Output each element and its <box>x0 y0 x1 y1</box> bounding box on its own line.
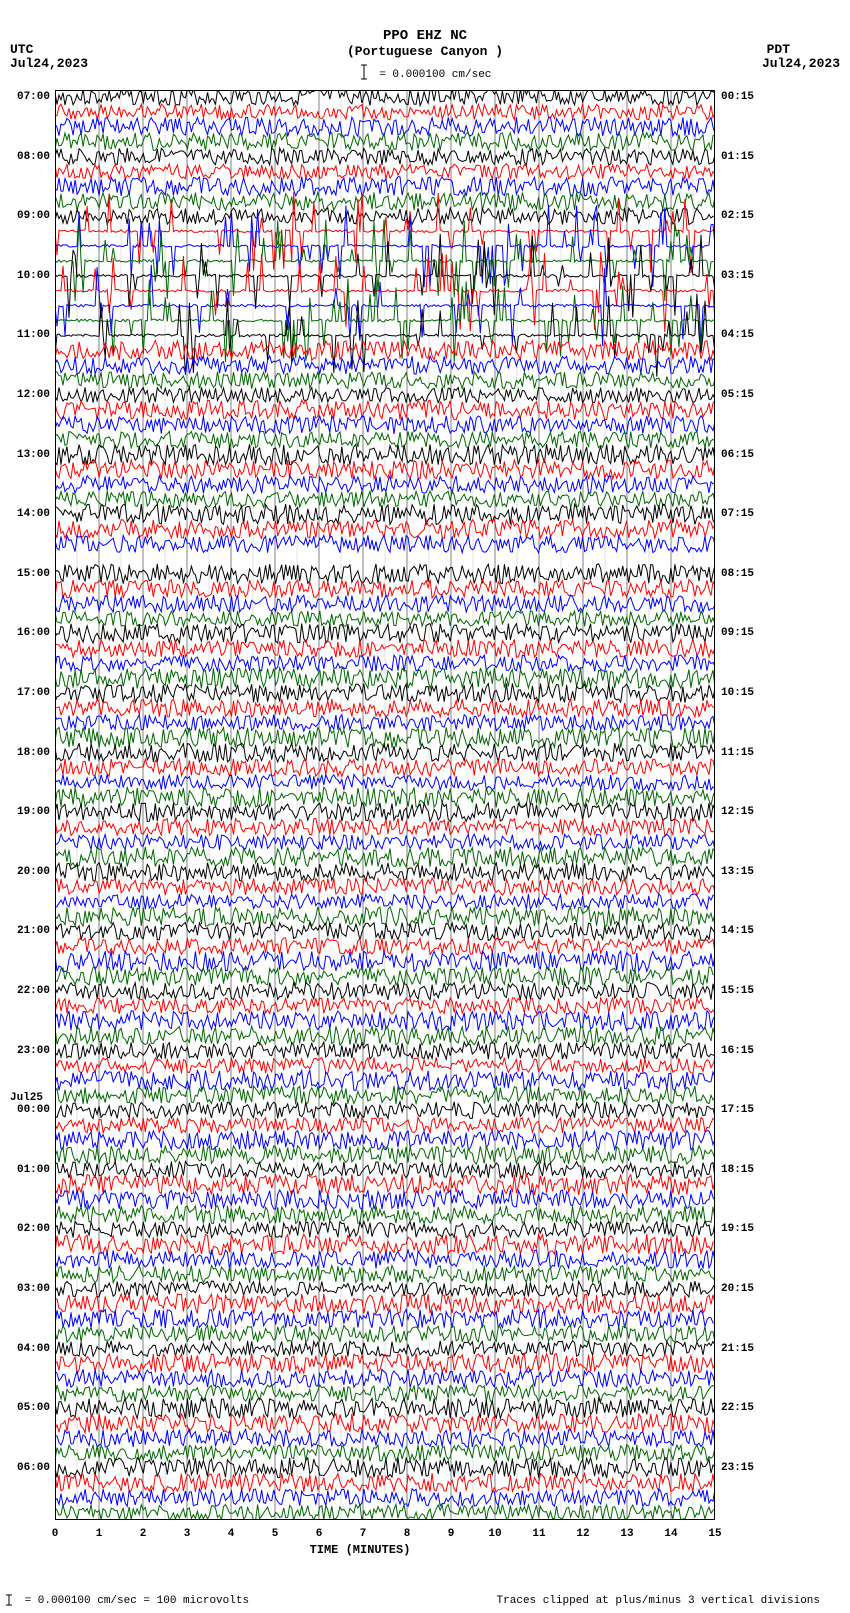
utc-time-label: 04:00 <box>6 1343 50 1355</box>
utc-time-label: 21:00 <box>6 925 50 937</box>
pdt-time-label: 11:15 <box>721 747 771 759</box>
footer-scale-note: = 0.000100 cm/sec = 100 microvolts <box>4 1594 249 1607</box>
footer-clip-note: Traces clipped at plus/minus 3 vertical … <box>497 1595 820 1607</box>
pdt-time-label: 22:15 <box>721 1402 771 1414</box>
xaxis-tick: 15 <box>705 1528 725 1540</box>
xaxis-tick: 12 <box>573 1528 593 1540</box>
xaxis-tick: 4 <box>221 1528 241 1540</box>
utc-time-label: 05:00 <box>6 1402 50 1414</box>
pdt-time-label: 19:15 <box>721 1223 771 1235</box>
utc-time-label: 23:00 <box>6 1045 50 1057</box>
xaxis-tick: 7 <box>353 1528 373 1540</box>
utc-time-label: 13:00 <box>6 449 50 461</box>
scale-indicator: = 0.000100 cm/sec <box>0 64 850 84</box>
pdt-time-label: 04:15 <box>721 329 771 341</box>
utc-time-label: 19:00 <box>6 806 50 818</box>
xaxis-tick: 2 <box>133 1528 153 1540</box>
xaxis-tick: 9 <box>441 1528 461 1540</box>
xaxis-tick: 11 <box>529 1528 549 1540</box>
seismogram-container: UTC Jul24,2023 PDT Jul24,2023 PPO EHZ NC… <box>0 0 850 1613</box>
pdt-time-label: 16:15 <box>721 1045 771 1057</box>
xaxis-tick: 10 <box>485 1528 505 1540</box>
pdt-time-label: 03:15 <box>721 270 771 282</box>
pdt-time-label: 23:15 <box>721 1462 771 1474</box>
pdt-time-label: 14:15 <box>721 925 771 937</box>
pdt-time-label: 05:15 <box>721 389 771 401</box>
scale-text: = 0.000100 cm/sec <box>379 69 491 81</box>
utc-time-label: 18:00 <box>6 747 50 759</box>
pdt-time-label: 20:15 <box>721 1283 771 1295</box>
pdt-time-label: 00:15 <box>721 91 771 103</box>
xaxis-tick: 1 <box>89 1528 109 1540</box>
xaxis-tick: 13 <box>617 1528 637 1540</box>
xaxis-tick: 8 <box>397 1528 417 1540</box>
station-subtitle: (Portuguese Canyon ) <box>0 44 850 59</box>
utc-time-label: 20:00 <box>6 866 50 878</box>
utc-time-label: 12:00 <box>6 389 50 401</box>
pdt-time-label: 08:15 <box>721 568 771 580</box>
pdt-time-label: 15:15 <box>721 985 771 997</box>
xaxis-tick: 0 <box>45 1528 65 1540</box>
utc-time-label: 07:00 <box>6 91 50 103</box>
utc-time-label: 02:00 <box>6 1223 50 1235</box>
station-title: PPO EHZ NC <box>0 28 850 44</box>
utc-time-label: 16:00 <box>6 627 50 639</box>
day-break-label: Jul25 <box>10 1092 43 1104</box>
utc-time-label: 11:00 <box>6 329 50 341</box>
xaxis-tick: 14 <box>661 1528 681 1540</box>
xaxis-tick: 6 <box>309 1528 329 1540</box>
xaxis-label: TIME (MINUTES) <box>0 1543 720 1557</box>
utc-time-label: 10:00 <box>6 270 50 282</box>
xaxis-tick: 5 <box>265 1528 285 1540</box>
utc-time-label: 15:00 <box>6 568 50 580</box>
pdt-time-label: 13:15 <box>721 866 771 878</box>
pdt-time-label: 09:15 <box>721 627 771 639</box>
utc-time-label: 01:00 <box>6 1164 50 1176</box>
pdt-time-label: 07:15 <box>721 508 771 520</box>
pdt-time-label: 02:15 <box>721 210 771 222</box>
pdt-time-label: 18:15 <box>721 1164 771 1176</box>
pdt-time-label: 21:15 <box>721 1343 771 1355</box>
utc-time-label: 09:00 <box>6 210 50 222</box>
xaxis-tick: 3 <box>177 1528 197 1540</box>
pdt-time-label: 17:15 <box>721 1104 771 1116</box>
utc-time-label: 03:00 <box>6 1283 50 1295</box>
utc-time-label: 22:00 <box>6 985 50 997</box>
utc-time-label: 08:00 <box>6 151 50 163</box>
utc-time-label: 06:00 <box>6 1462 50 1474</box>
pdt-time-label: 12:15 <box>721 806 771 818</box>
seismogram-plot <box>55 90 715 1520</box>
utc-time-label: 17:00 <box>6 687 50 699</box>
pdt-time-label: 01:15 <box>721 151 771 163</box>
utc-time-label: 14:00 <box>6 508 50 520</box>
title-block: PPO EHZ NC (Portuguese Canyon ) <box>0 28 850 59</box>
pdt-time-label: 10:15 <box>721 687 771 699</box>
utc-time-label: 00:00 <box>6 1104 50 1116</box>
pdt-time-label: 06:15 <box>721 449 771 461</box>
